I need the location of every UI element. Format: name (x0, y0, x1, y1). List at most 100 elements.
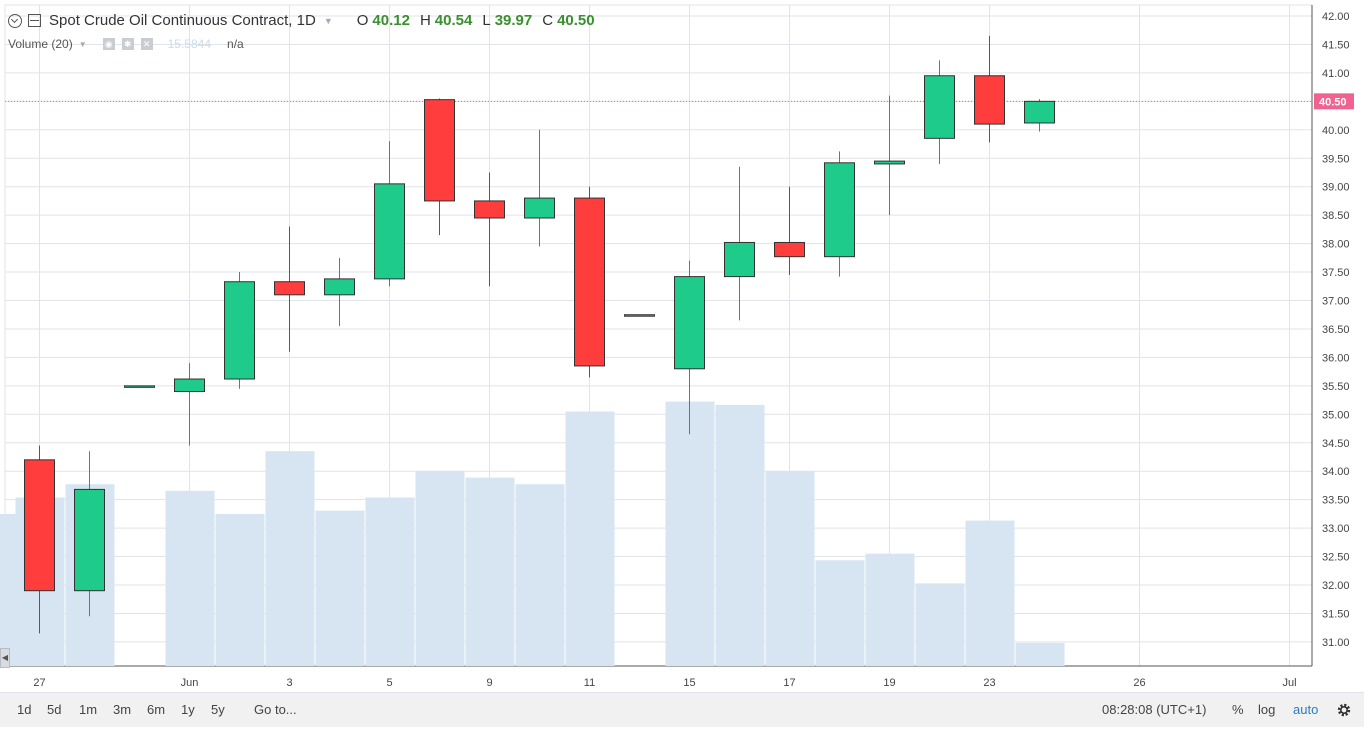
price-chart[interactable]: 31.00 31.50 32.00 32.50 33.00 33.50 34.00 34.50… (0, 0, 1372, 692)
candle-down (274, 226, 305, 352)
last-price-label: 40.50 (1319, 96, 1347, 108)
range-5y[interactable]: 5y (211, 702, 225, 717)
candle-body (1024, 100, 1055, 124)
candle-up (674, 260, 705, 435)
volume-bar (1015, 642, 1065, 666)
series-title[interactable]: Spot Crude Oil Continuous Contract, 1D (49, 12, 316, 29)
candle-up (374, 141, 405, 287)
y-tick-label: 34.50 (1322, 438, 1350, 450)
auto-toggle[interactable]: auto (1293, 702, 1319, 717)
high-value: 40.54 (434, 12, 473, 29)
volume-bar (215, 513, 265, 666)
candle-body (474, 200, 505, 219)
y-tick-label: 33.00 (1322, 523, 1350, 535)
series-legend: Spot Crude Oil Continuous Contract, 1D ▼… (8, 12, 595, 29)
candle-up (124, 385, 155, 388)
y-tick-label: 31.50 (1322, 608, 1350, 620)
y-tick-label: 41.50 (1322, 39, 1350, 51)
bottom-toolbar: 1d 5d 1m 3m 6m 1y 5y Go to... 08:28:08 (… (0, 692, 1364, 727)
x-tick-label: 5 (386, 677, 392, 689)
volume-bar (915, 583, 965, 666)
open-value: 40.12 (372, 12, 410, 29)
candle-down (774, 186, 805, 275)
candle-up (724, 166, 755, 321)
y-tick-label: 32.00 (1322, 580, 1350, 592)
candle-body (524, 197, 555, 219)
volume-bar (465, 477, 515, 666)
settings-gear-icon[interactable] (1336, 702, 1352, 718)
volume-bar (415, 471, 465, 666)
goto-button[interactable]: Go to... (254, 702, 297, 717)
range-1y[interactable]: 1y (181, 702, 195, 717)
candle-body (874, 160, 905, 165)
volume-label[interactable]: Volume (20) (8, 37, 73, 51)
minimize-icon[interactable] (28, 14, 41, 27)
candle-body (424, 99, 455, 202)
volume-value: 15.5844 (167, 37, 212, 51)
candle-down (474, 172, 505, 287)
chart-area[interactable]: 31.00 31.50 32.00 32.50 33.00 33.50 34.00 34.50… (0, 0, 1372, 692)
percent-toggle[interactable]: % (1232, 702, 1244, 717)
x-tick-label: 17 (783, 677, 795, 689)
candle-up (324, 257, 355, 327)
log-toggle[interactable]: log (1258, 702, 1276, 717)
volume-bar (765, 471, 815, 666)
candle-body (624, 314, 655, 317)
y-tick-label: 39.50 (1322, 153, 1350, 165)
x-tick-label: 23 (983, 677, 995, 689)
candle-body (574, 197, 605, 367)
x-tick-label: 11 (584, 677, 595, 689)
eye-icon[interactable]: ◉ (102, 38, 115, 50)
chevron-down-icon[interactable]: ▼ (78, 39, 87, 49)
volume-bar (365, 497, 415, 666)
y-tick-label: 33.50 (1322, 495, 1350, 507)
candle-body (374, 183, 405, 280)
volume-bar (265, 451, 315, 666)
range-1m[interactable]: 1m (79, 702, 98, 717)
y-tick-label: 41.00 (1322, 68, 1350, 80)
range-3m[interactable]: 3m (113, 702, 132, 717)
volume-bar (665, 401, 715, 666)
candle-up (824, 151, 855, 277)
range-5d[interactable]: 5d (47, 702, 62, 717)
y-tick-label: 35.50 (1322, 381, 1350, 393)
candle-up (624, 314, 655, 317)
x-tick-label: 3 (286, 677, 292, 689)
scroll-left-icon[interactable]: ◀ (0, 648, 10, 668)
candle-up (174, 363, 205, 446)
y-tick-label: 37.00 (1322, 296, 1350, 308)
y-tick-label: 36.00 (1322, 352, 1350, 364)
volume-bar (965, 520, 1015, 666)
y-tick-label: 36.50 (1322, 324, 1350, 336)
candle-body (724, 241, 755, 278)
candle-down (24, 445, 55, 634)
y-tick-label: 40.00 (1322, 125, 1350, 137)
candle-up (924, 60, 955, 164)
high-label: H (419, 12, 431, 29)
low-label: L (482, 12, 491, 29)
candle-body (274, 281, 305, 296)
chevron-down-icon[interactable]: ▼ (323, 15, 333, 26)
candle-body (974, 75, 1005, 125)
volume-bar (865, 553, 915, 666)
candle-up (1024, 99, 1055, 132)
y-tick-label: 32.50 (1322, 552, 1350, 564)
range-6m[interactable]: 6m (147, 702, 166, 717)
x-tick-label: 15 (683, 677, 695, 689)
candle-up (224, 272, 255, 389)
volume-bar (515, 484, 565, 666)
candle-body (824, 162, 855, 258)
candle-up (874, 95, 905, 216)
range-1d[interactable]: 1d (17, 702, 32, 717)
gear-icon[interactable]: ✱ (121, 38, 134, 50)
x-tick-label: 27 (33, 677, 45, 689)
candle-body (774, 241, 805, 258)
candle-body (174, 378, 205, 393)
y-tick-label: 38.00 (1322, 239, 1350, 251)
clock[interactable]: 08:28:08 (UTC+1) (1102, 702, 1207, 717)
y-tick-label: 35.00 (1322, 409, 1350, 421)
close-icon[interactable]: ✕ (140, 38, 153, 50)
volume-bar (565, 411, 615, 666)
volume-bar (815, 560, 865, 666)
collapse-icon[interactable] (8, 13, 22, 28)
